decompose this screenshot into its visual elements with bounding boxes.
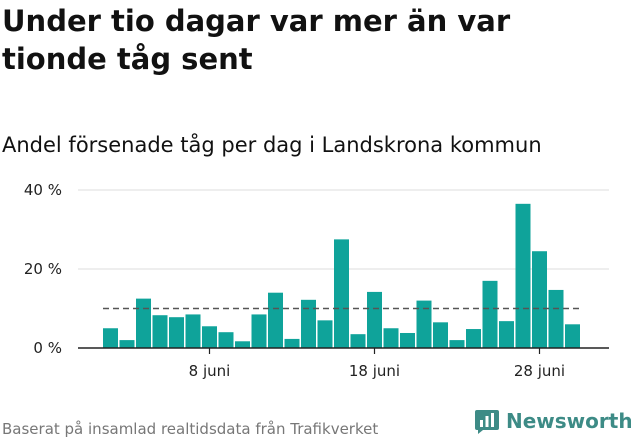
bar bbox=[136, 298, 151, 348]
bar bbox=[268, 292, 283, 348]
bar bbox=[301, 299, 316, 348]
bar bbox=[202, 326, 217, 348]
bar bbox=[482, 280, 498, 348]
x-tick-label: 28 juni bbox=[514, 362, 565, 380]
x-axis bbox=[78, 347, 609, 354]
bar bbox=[383, 328, 399, 348]
bar bbox=[218, 332, 234, 348]
bar bbox=[119, 340, 135, 348]
bar bbox=[152, 315, 168, 348]
bar bbox=[499, 321, 514, 348]
x-tick-label: 18 juni bbox=[349, 362, 400, 380]
bar bbox=[367, 291, 382, 348]
bar bbox=[548, 289, 564, 348]
x-tick-label: 8 juni bbox=[189, 362, 231, 380]
bar-chart: 0 % 20 % 40 % 8 juni 18 juni 28 juni bbox=[24, 181, 609, 380]
bar bbox=[169, 317, 184, 348]
bar bbox=[532, 251, 547, 348]
bar bbox=[515, 203, 531, 348]
bar bbox=[185, 314, 201, 348]
y-tick-labels: 0 % 20 % 40 % bbox=[24, 181, 62, 357]
chart-subtitle: Andel försenade tåg per dag i Landskrona… bbox=[2, 133, 542, 157]
bar bbox=[416, 300, 432, 348]
bar bbox=[317, 320, 333, 348]
newsworthy-logo: Newsworthy bbox=[474, 406, 631, 436]
bar bbox=[103, 328, 118, 348]
bar bbox=[433, 322, 448, 348]
bar bbox=[284, 338, 300, 348]
y-tick-label: 20 % bbox=[24, 260, 62, 278]
chart-title: Under tio dagar var mer än var tionde tå… bbox=[2, 4, 511, 76]
bar bbox=[565, 324, 580, 348]
bar bbox=[400, 332, 415, 348]
bar bbox=[350, 334, 366, 348]
bar bbox=[235, 341, 250, 348]
x-tick-labels: 8 juni 18 juni 28 juni bbox=[189, 362, 565, 380]
bar bbox=[251, 314, 267, 348]
bar bbox=[334, 239, 349, 348]
source-note: Baserat på insamlad realtidsdata från Tr… bbox=[2, 420, 379, 438]
y-tick-label: 0 % bbox=[33, 339, 62, 357]
y-tick-label: 40 % bbox=[24, 181, 62, 199]
bar bbox=[466, 329, 481, 348]
bar bbox=[449, 340, 465, 348]
bar-chart-logo-icon bbox=[475, 410, 499, 434]
bars bbox=[103, 203, 580, 348]
brand-name: Newsworthy bbox=[506, 409, 631, 433]
